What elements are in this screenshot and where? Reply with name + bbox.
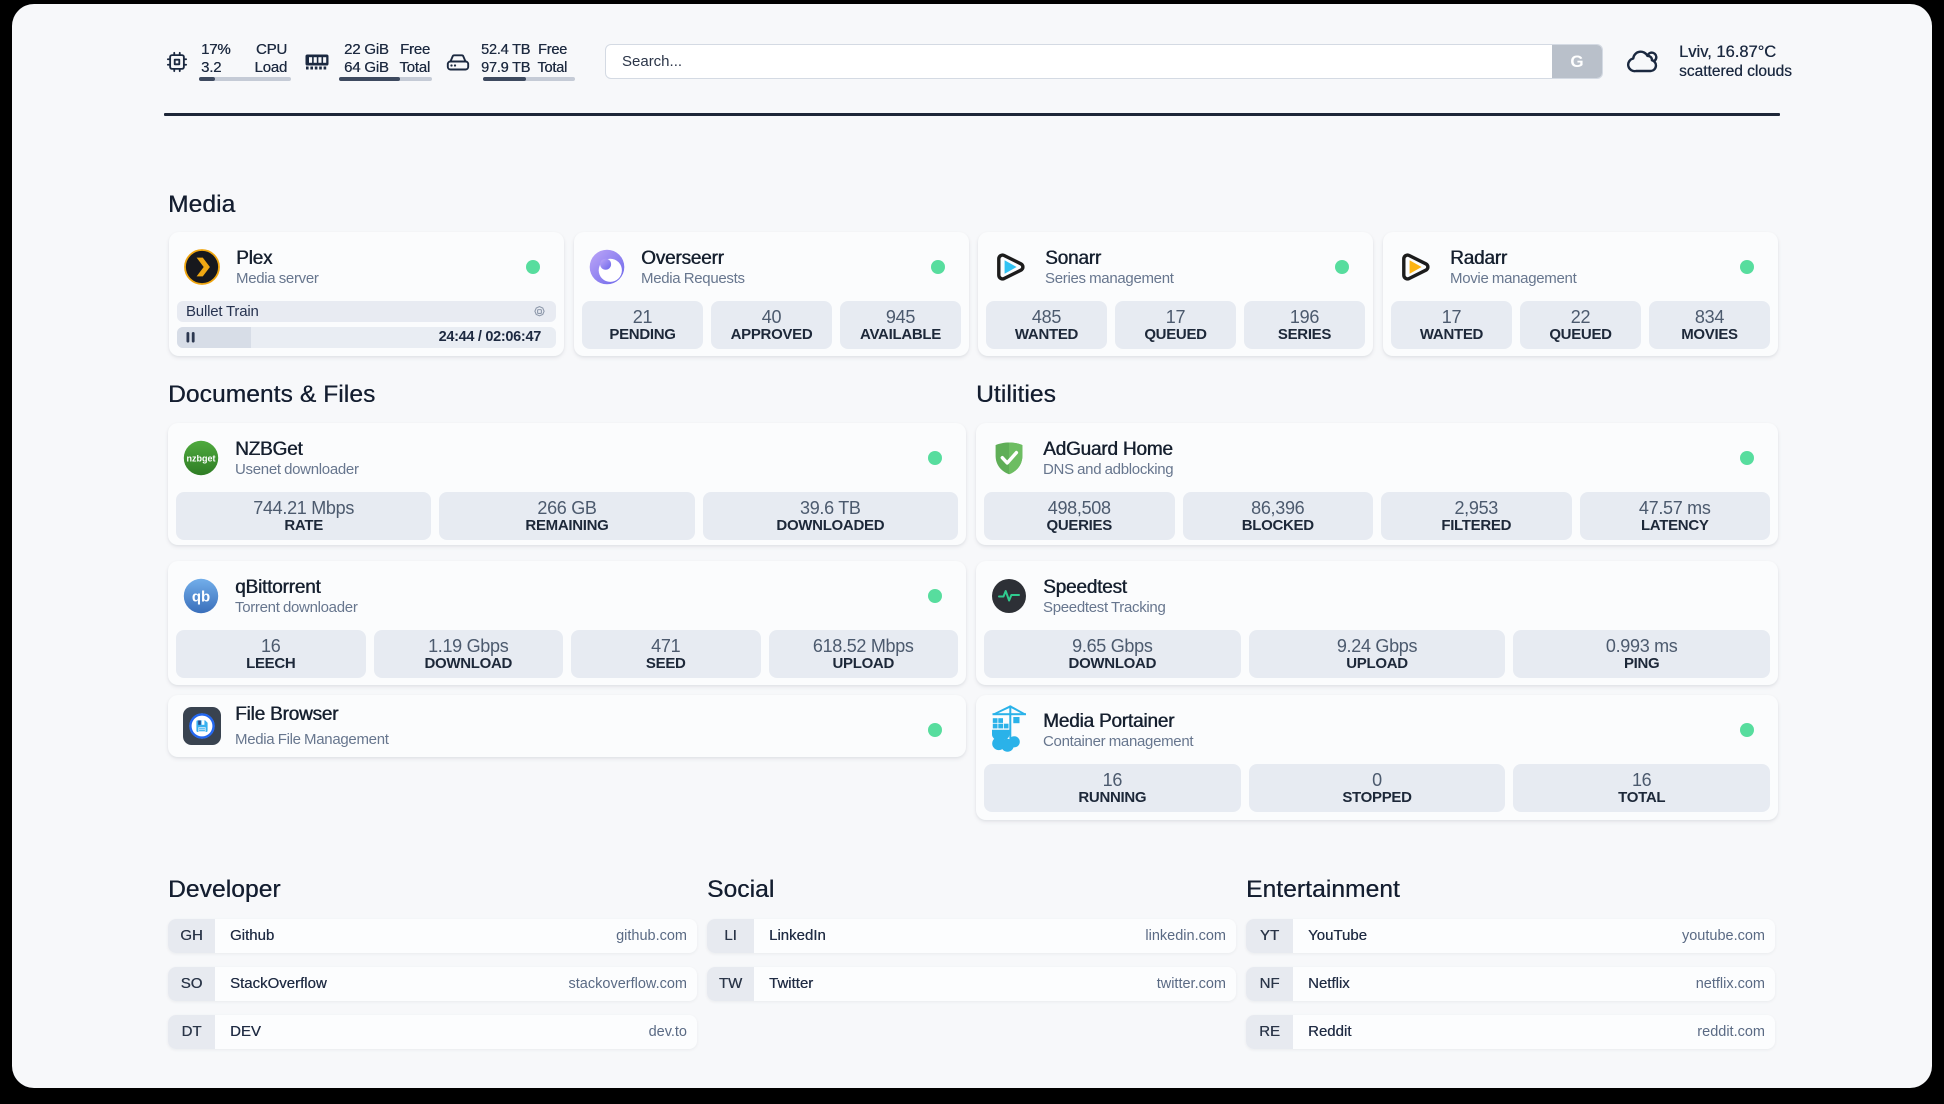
svg-text:qb: qb [192, 589, 210, 606]
svg-text:nzbget: nzbget [187, 454, 216, 464]
